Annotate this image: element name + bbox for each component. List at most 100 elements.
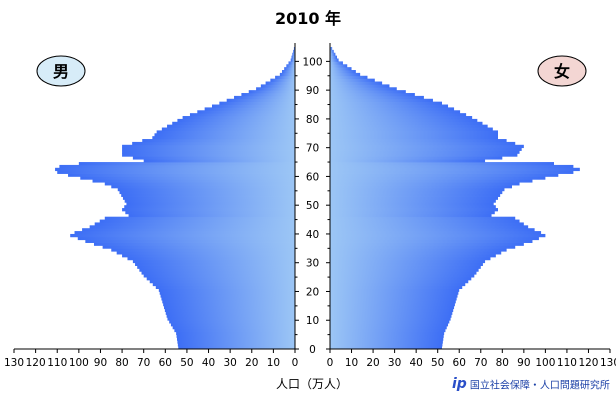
male-bar-age-97	[284, 67, 295, 71]
male-bar-age-86	[226, 98, 295, 103]
female-bar-age-69	[330, 147, 522, 151]
female-bar-age-82	[330, 110, 461, 114]
female-bar-age-24	[330, 277, 472, 281]
male-bar-age-50	[126, 202, 296, 206]
female-bar-age-0	[330, 346, 442, 350]
age-tick-label: 0	[309, 344, 316, 356]
male-bar-age-49	[124, 205, 295, 209]
female-bar-age-74	[330, 133, 498, 137]
male-bar-age-47	[125, 210, 295, 215]
female-bar-age-44	[330, 219, 520, 223]
female-bar-age-85	[330, 101, 442, 105]
female-bar-age-2	[330, 340, 443, 344]
female-bar-age-17	[330, 297, 457, 301]
male-bar-age-95	[279, 72, 295, 77]
female-bar-age-73	[330, 136, 498, 140]
female-legend-badge-label: 女	[554, 62, 570, 81]
female-bar-age-56	[330, 185, 512, 189]
female-bar-age-13	[330, 308, 454, 313]
female-bar-age-25	[330, 274, 475, 278]
male-bar-age-28	[137, 265, 295, 269]
male-bar-age-58	[92, 179, 296, 183]
female-bar-age-81	[330, 113, 467, 117]
male-bar-age-46	[128, 213, 295, 218]
female-bar-age-70	[330, 144, 524, 149]
male-bar-age-63	[59, 164, 296, 169]
axes: 130 120 110 100 90 80 70 60 50 40 30 20 10 0 0 10 20 30 40…	[4, 43, 616, 369]
male-bar-age-31	[127, 256, 295, 261]
female-bar-age-55	[330, 187, 505, 192]
female-plot-area	[330, 47, 580, 350]
female-bar-age-84	[330, 104, 449, 108]
female-x-tick-label: 50	[431, 357, 444, 369]
male-bar-age-45	[104, 216, 296, 220]
female-bar-age-67	[330, 153, 518, 157]
male-x-tick-label: 80	[115, 357, 128, 369]
male-bar-age-42	[89, 225, 296, 229]
female-x-tick-label: 110	[557, 357, 577, 369]
male-bar-age-22	[152, 282, 295, 287]
male-bar-age-7	[172, 325, 295, 330]
female-bar-age-3	[330, 337, 444, 341]
female-bar-age-58	[330, 179, 533, 183]
male-bar-age-55	[117, 187, 295, 192]
female-x-tick-label: 10	[345, 357, 358, 369]
male-bar-age-74	[154, 133, 295, 137]
female-bar-age-5	[330, 331, 445, 336]
male-legend-badge: 男	[36, 55, 86, 87]
male-bar-age-65	[143, 159, 295, 163]
male-bar-age-84	[211, 104, 295, 108]
female-bar-age-19	[330, 291, 459, 295]
female-bar-age-99	[330, 61, 343, 65]
male-bar-age-61	[57, 170, 295, 174]
male-legend-badge-label: 男	[53, 62, 69, 81]
male-bar-age-53	[121, 193, 295, 197]
female-bar-age-16	[330, 300, 456, 304]
male-x-tick-label: 100	[69, 357, 89, 369]
male-bar-age-44	[99, 219, 295, 223]
male-bar-age-3	[176, 337, 295, 341]
female-bar-age-11	[330, 314, 452, 318]
male-bar-age-43	[94, 222, 295, 226]
female-bar-age-94	[330, 75, 368, 80]
male-bar-age-72	[142, 139, 295, 143]
male-bar-age-51	[124, 199, 295, 203]
male-bar-age-5	[176, 331, 295, 336]
female-bar-age-50	[330, 202, 494, 206]
male-bar-age-24	[146, 277, 295, 281]
male-bar-age-41	[82, 228, 295, 232]
male-bar-age-21	[155, 285, 295, 289]
female-bar-age-14	[330, 305, 455, 310]
age-tick-label: 80	[306, 114, 319, 126]
male-bar-age-9	[169, 320, 295, 324]
male-x-tick-label: 120	[26, 357, 46, 369]
female-bar-age-97	[330, 67, 352, 71]
female-bar-age-49	[330, 205, 496, 209]
male-x-tick-label: 30	[223, 357, 236, 369]
female-bar-age-38	[330, 236, 539, 241]
female-bar-age-91	[330, 84, 390, 88]
male-bar-age-69	[122, 147, 295, 151]
female-bar-age-30	[330, 259, 486, 264]
female-bar-age-23	[330, 279, 469, 284]
male-bar-age-33	[116, 251, 295, 255]
male-bar-age-75	[156, 130, 295, 134]
female-bar-age-57	[330, 182, 520, 186]
female-bar-age-83	[330, 107, 455, 111]
male-bar-age-73	[152, 136, 295, 140]
male-bar-age-80	[182, 116, 295, 120]
female-bar-age-65	[330, 159, 486, 163]
female-bar-age-66	[330, 156, 503, 160]
female-legend-badge: 女	[537, 55, 587, 87]
female-bar-age-9	[330, 320, 450, 324]
age-tick-label: 90	[306, 85, 319, 97]
age-tick-label: 30	[306, 258, 319, 270]
male-x-tick-label: 40	[202, 357, 215, 369]
female-bar-age-6	[330, 328, 446, 333]
age-tick-label: 70	[306, 143, 319, 155]
institute-logo-icon: ip	[452, 376, 467, 392]
male-bar-age-29	[135, 262, 295, 266]
male-bar-age-100	[290, 58, 295, 62]
male-x-tick-label: 70	[137, 357, 150, 369]
male-bar-age-98	[286, 64, 295, 68]
